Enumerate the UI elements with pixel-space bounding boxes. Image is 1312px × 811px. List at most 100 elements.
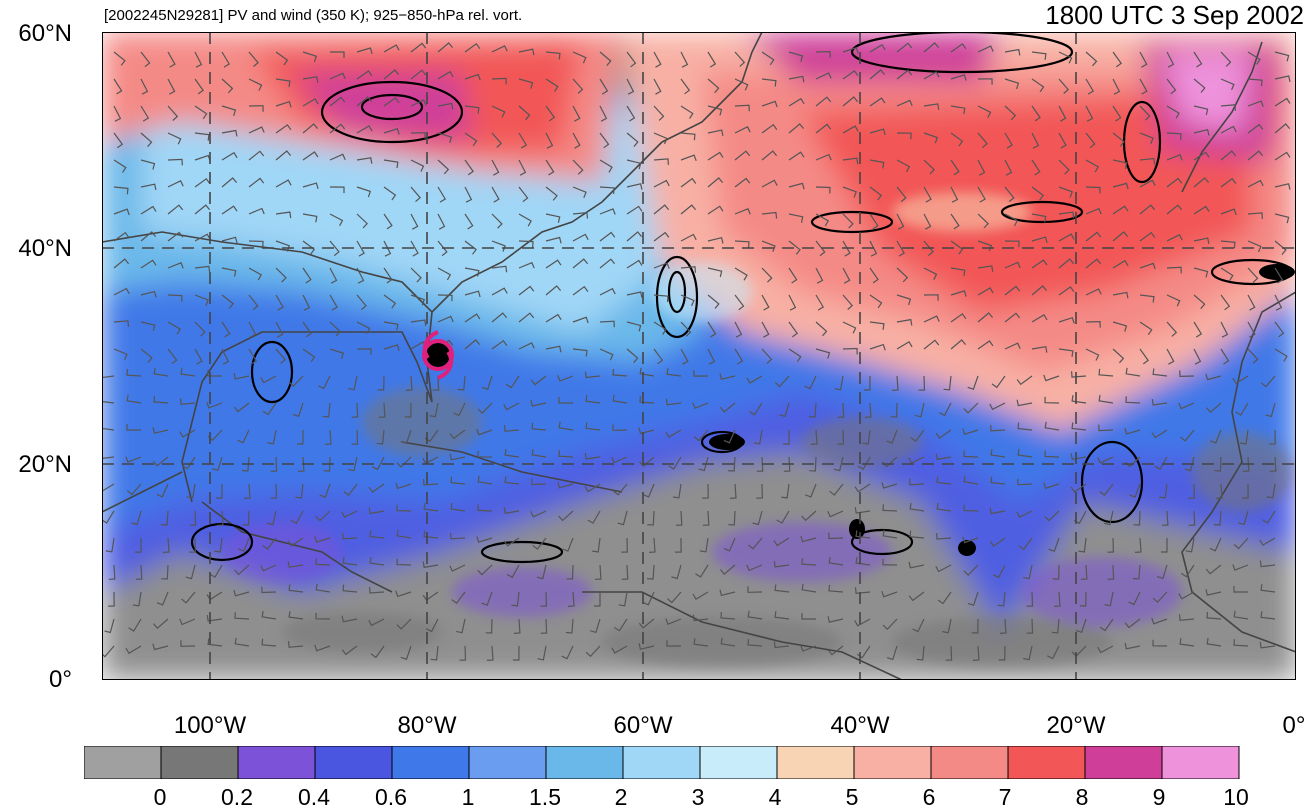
wind-barb [1265, 402, 1276, 418]
wind-barb [450, 476, 466, 485]
colorbar-label: 0.4 [298, 784, 330, 810]
wind-barb [152, 427, 169, 434]
wind-barb [451, 591, 466, 605]
wind-barb [707, 294, 720, 309]
wind-barb [221, 348, 230, 365]
wind-barb [156, 483, 169, 498]
wind-barb [287, 537, 304, 547]
wind-barb [275, 78, 291, 88]
wind-barb [1259, 560, 1276, 568]
wind-barb [719, 373, 736, 380]
wind-barb [626, 205, 643, 215]
wind-barb [1188, 483, 1195, 499]
wind-barb [1220, 240, 1236, 249]
wind-barb [890, 402, 898, 418]
wind-barb [1085, 51, 1098, 67]
wind-barb [140, 132, 153, 148]
wind-barb [1274, 151, 1291, 161]
wind-barb [153, 367, 169, 377]
wind-barb [815, 123, 832, 134]
wind-barb [132, 591, 142, 607]
wind-barb [599, 208, 616, 215]
wind-barb [503, 425, 520, 432]
wind-barb [1031, 105, 1041, 122]
wind-barb [937, 591, 952, 605]
wind-barb [1004, 312, 1021, 323]
wind-barb [376, 429, 385, 445]
wind-barb [950, 186, 959, 203]
wind-barb [734, 267, 748, 281]
wind-barb [518, 159, 527, 176]
wind-barb [477, 402, 493, 414]
wind-barb [383, 97, 400, 107]
wind-barb [854, 618, 871, 627]
wind-barb [383, 321, 399, 331]
wind-barb [383, 294, 397, 309]
wind-barb [314, 644, 331, 652]
wind-barb [1004, 342, 1021, 350]
wind-barb [869, 97, 886, 107]
wind-barb [275, 51, 289, 66]
wind-barb [128, 618, 142, 632]
wind-barb [1031, 132, 1040, 149]
wind-barb [1179, 638, 1195, 647]
wind-barb [423, 478, 439, 486]
wind-barb [1107, 564, 1115, 580]
wind-barb [842, 46, 859, 54]
wind-barb [302, 294, 311, 311]
wind-barb [383, 267, 393, 284]
wind-barb [1058, 186, 1073, 198]
wind-barb [842, 96, 859, 107]
wind-barb [262, 537, 277, 550]
wind-barb [1220, 348, 1230, 365]
wind-barb [330, 51, 345, 58]
wind-barb [1085, 258, 1102, 269]
wind-barb [275, 267, 287, 283]
wind-barb [369, 557, 385, 566]
wind-barb [1220, 294, 1231, 311]
wind-barb [621, 537, 628, 553]
wind-barb [491, 186, 500, 203]
wind-barb [693, 638, 709, 647]
wind-barb [869, 43, 886, 53]
wind-barb [562, 537, 574, 552]
wind-barb [329, 213, 344, 227]
wind-barb [167, 105, 179, 121]
wind-barb [1071, 422, 1087, 431]
wind-barb [1124, 427, 1141, 435]
wind-barb [1004, 285, 1021, 296]
wind-barb [1098, 394, 1114, 404]
wind-barb [464, 267, 480, 277]
wind-barb [891, 375, 899, 391]
wind-barb [612, 424, 628, 431]
wind-barb [545, 132, 554, 149]
wind-barb [356, 70, 373, 80]
wind-barb [491, 339, 508, 350]
wind-barb [828, 556, 844, 566]
wind-barb [707, 78, 720, 94]
wind-barb [491, 213, 503, 229]
wind-barb [1247, 123, 1264, 134]
wind-barb [1260, 611, 1276, 620]
wind-barb [626, 159, 642, 170]
wind-barb [457, 375, 466, 391]
wind-barb [734, 104, 750, 112]
wind-barb [194, 348, 203, 365]
wind-barb [584, 483, 601, 493]
wind-barb [491, 240, 506, 252]
wind-barb [233, 589, 250, 597]
wind-barb [728, 510, 736, 526]
wind-barb [270, 483, 278, 499]
wind-barb [125, 456, 142, 463]
wind-barb [748, 537, 763, 550]
wind-barb [1026, 591, 1034, 607]
wind-barb [908, 456, 925, 464]
wind-barb [801, 510, 817, 522]
wind-barb [518, 261, 535, 269]
wind-barb [1099, 483, 1114, 496]
wind-barb [1112, 159, 1128, 169]
wind-barb [1112, 259, 1129, 269]
wind-barb [167, 204, 184, 215]
wind-barb [108, 591, 115, 607]
wind-barb [881, 590, 898, 598]
